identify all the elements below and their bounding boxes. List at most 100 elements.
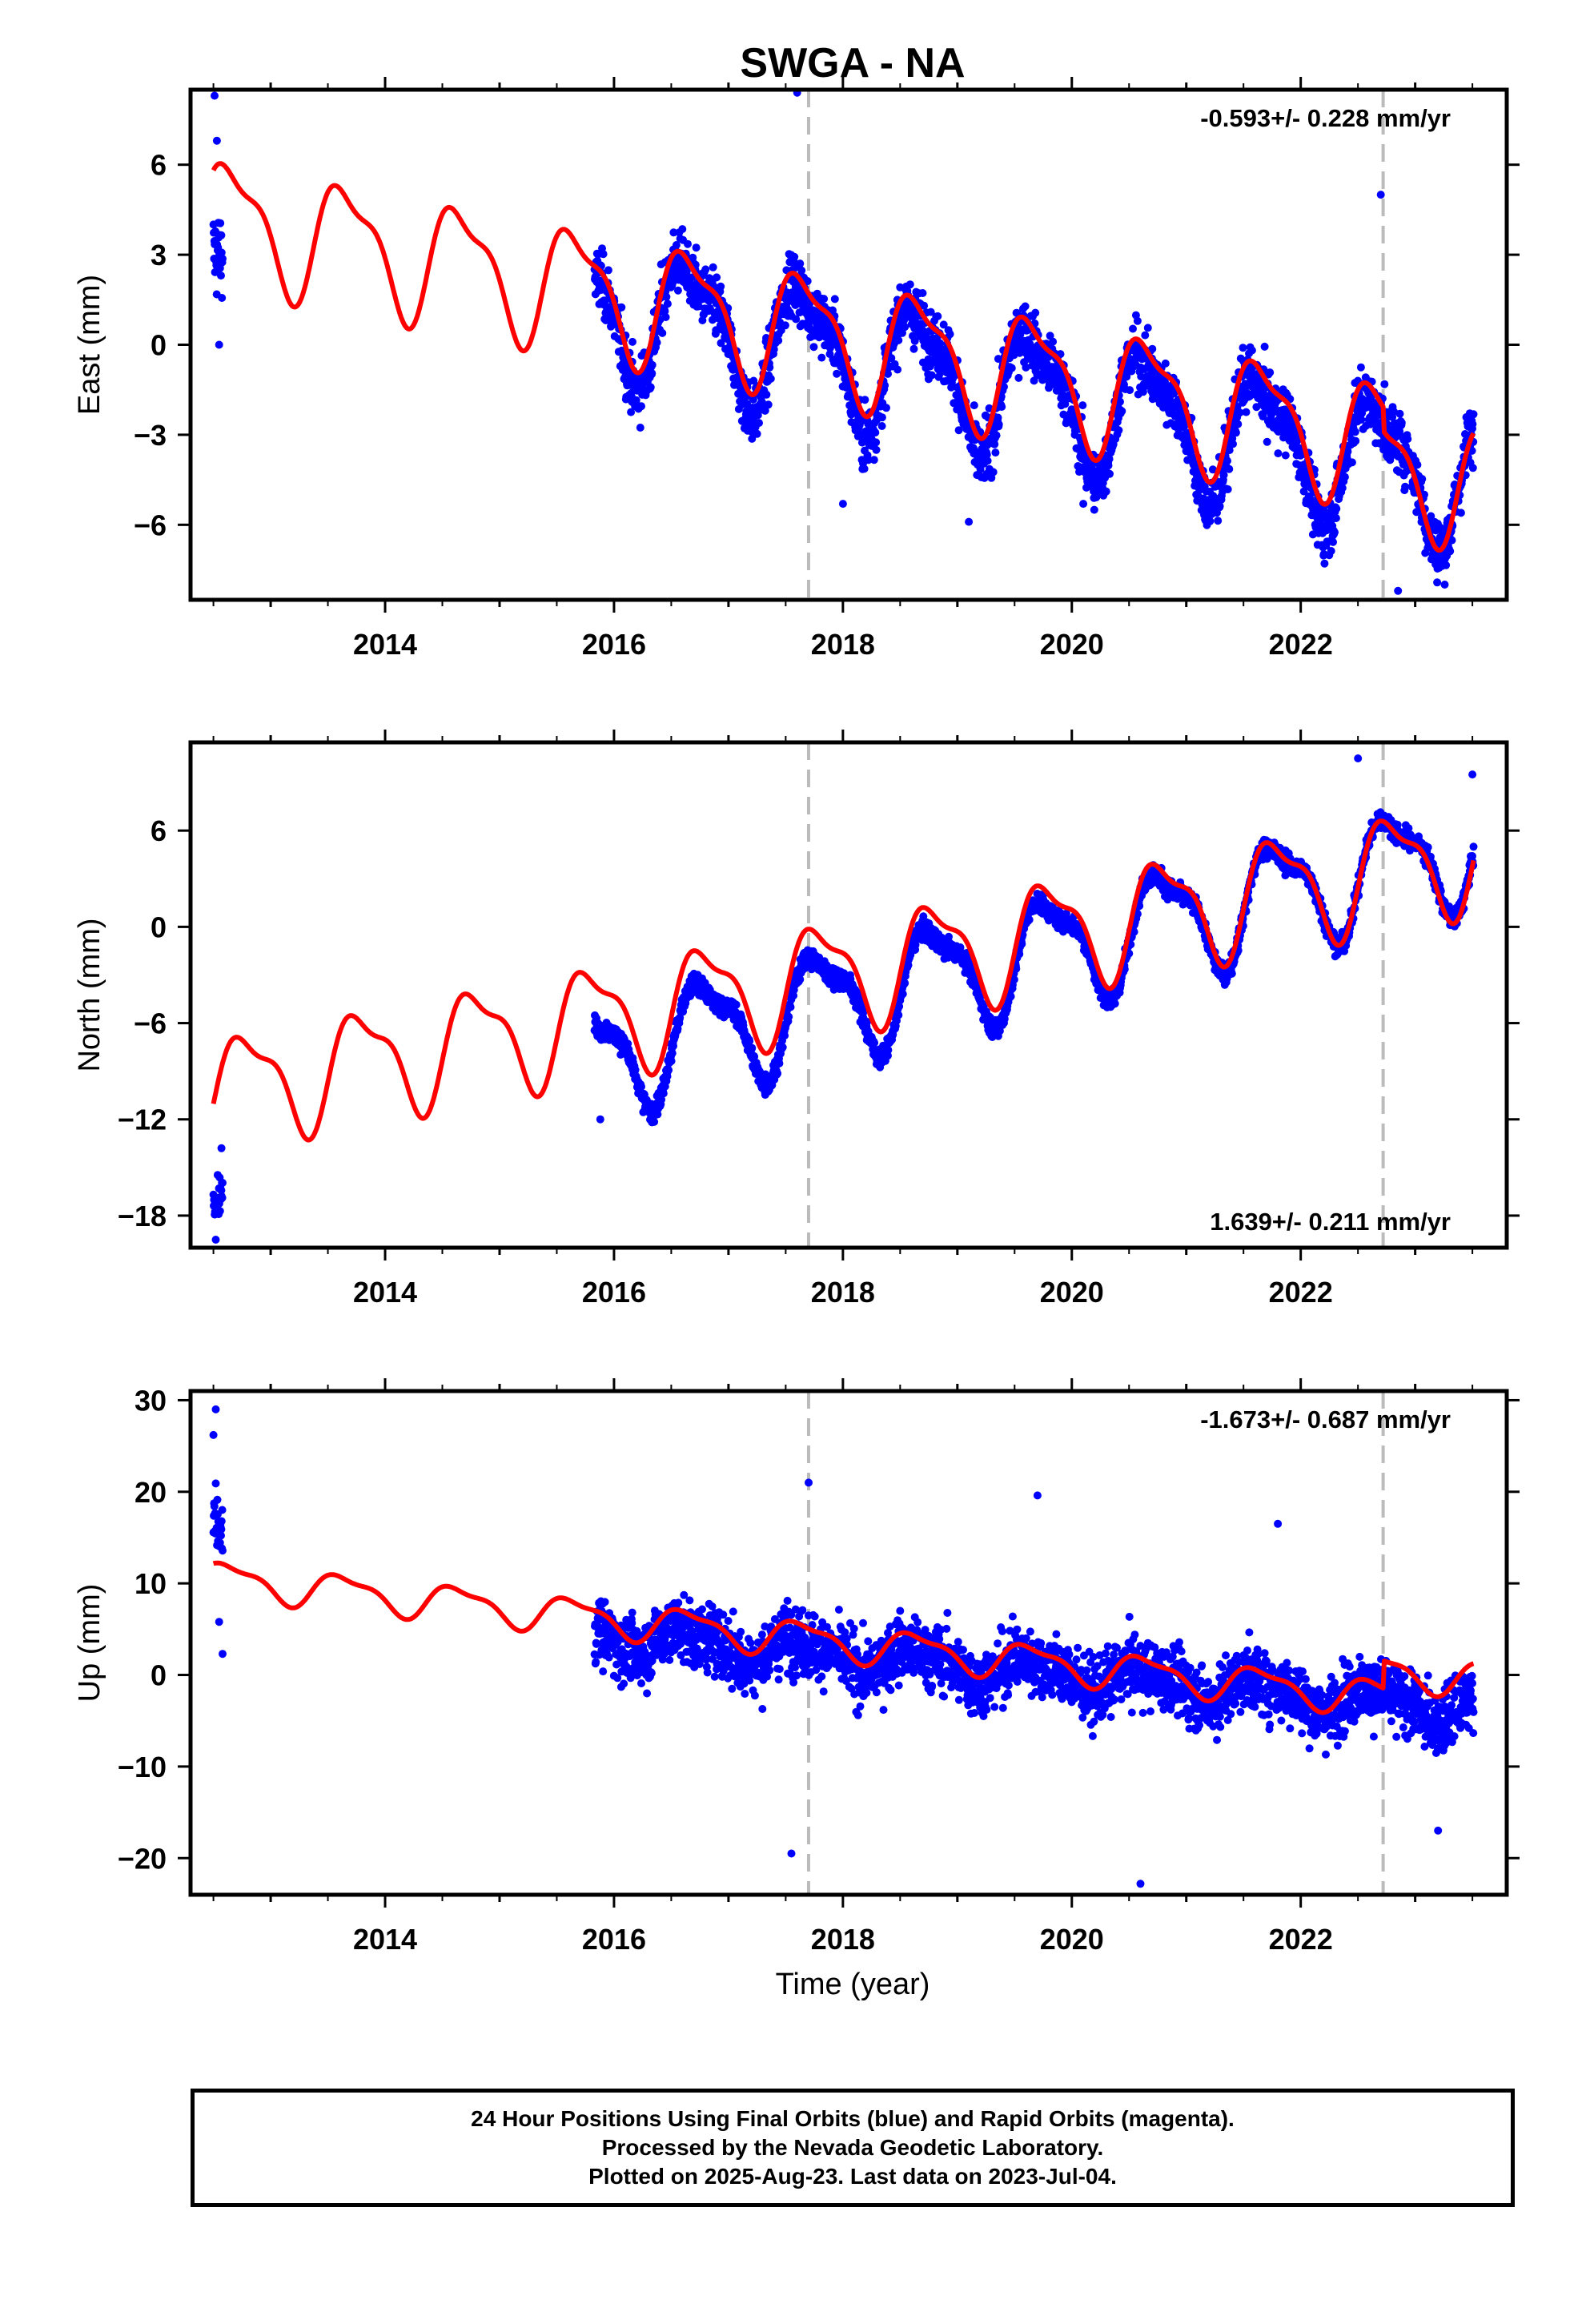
data-point [218, 1193, 227, 1202]
data-point [1143, 324, 1152, 332]
data-point [1223, 456, 1231, 465]
data-point [1413, 460, 1422, 469]
data-point [946, 330, 954, 339]
data-point [753, 429, 761, 438]
data-point [632, 396, 640, 404]
data-point [796, 975, 805, 983]
data-point [781, 1031, 789, 1040]
data-point [877, 422, 886, 430]
data-point [219, 1179, 227, 1187]
data-point [1025, 915, 1034, 924]
data-point [1247, 346, 1256, 355]
data-point [628, 337, 636, 346]
data-point [905, 280, 914, 289]
data-point [1418, 475, 1427, 484]
data-point [1014, 373, 1023, 382]
data-point [1469, 410, 1478, 419]
data-point [781, 321, 789, 330]
data-point [668, 1049, 677, 1058]
data-points [209, 754, 1478, 1244]
data-point [884, 1046, 893, 1055]
data-point [1329, 537, 1337, 546]
data-point [797, 266, 806, 275]
data-point [994, 355, 1002, 364]
data-point [652, 338, 661, 347]
data-point [926, 308, 935, 316]
data-point [887, 354, 896, 363]
data-point [717, 339, 725, 348]
data-point [869, 456, 878, 464]
y-axis-label: East (mm) [73, 275, 106, 415]
data-point [1129, 324, 1137, 333]
data-point [982, 450, 991, 459]
data-point [1061, 400, 1070, 408]
data-point [1206, 517, 1215, 525]
data-point [215, 1207, 224, 1216]
data-point [217, 271, 225, 280]
data-point [1208, 465, 1217, 474]
data-point [617, 303, 626, 312]
data-point [872, 438, 881, 447]
data-point [1090, 505, 1098, 514]
data-point [1225, 464, 1234, 473]
data-point [665, 1066, 673, 1075]
data-point [217, 231, 226, 239]
data-point [934, 312, 942, 320]
data-point [838, 500, 847, 509]
data-point [1274, 449, 1283, 458]
data-point [1266, 368, 1275, 377]
data-point [994, 413, 1002, 422]
data-point [1380, 380, 1389, 388]
data-point [901, 323, 909, 332]
data-point [970, 401, 978, 410]
data-point [1397, 418, 1406, 427]
data-point [884, 369, 892, 378]
data-point [1468, 464, 1477, 472]
y-tick-label: 3 [151, 239, 167, 271]
y-tick-label: −6 [134, 509, 167, 541]
data-point [898, 328, 906, 337]
data-point [701, 265, 710, 274]
data-point [1223, 485, 1232, 493]
data-point [1110, 999, 1119, 1008]
data-point [936, 339, 944, 348]
data-point [1442, 561, 1451, 569]
data-point [1031, 308, 1040, 317]
data-point [755, 419, 763, 428]
data-point [648, 369, 656, 378]
data-point [1338, 484, 1347, 493]
data-point [778, 1043, 787, 1051]
data-point [1225, 446, 1234, 455]
data-point [1234, 420, 1243, 428]
x-tick-label: 2018 [811, 628, 875, 661]
x-tick-label: 2022 [1269, 628, 1333, 661]
data-point [983, 456, 992, 465]
data-point [1227, 969, 1236, 978]
data-point [1376, 191, 1385, 199]
data-point [1102, 487, 1110, 496]
data-point [732, 1000, 741, 1009]
data-point [217, 248, 226, 257]
data-point [684, 239, 692, 248]
data-point [631, 1065, 640, 1074]
data-point [1104, 461, 1113, 470]
data-point [877, 413, 886, 422]
data-point [909, 344, 918, 353]
data-point [1357, 416, 1366, 424]
rate-annotation: -0.593+/- 0.228 mm/yr [1200, 104, 1451, 132]
data-point [864, 456, 873, 464]
data-point [1235, 408, 1244, 417]
y-tick-label: 6 [151, 149, 167, 182]
data-point [599, 250, 608, 259]
data-point [636, 424, 644, 432]
data-point [894, 1011, 903, 1019]
data-point [1281, 451, 1290, 460]
data-point [990, 440, 999, 448]
data-point [769, 345, 778, 354]
data-point [1141, 331, 1150, 340]
data-point [667, 1057, 676, 1065]
data-point [871, 428, 880, 437]
data-point [1161, 359, 1170, 368]
data-point [965, 517, 974, 526]
